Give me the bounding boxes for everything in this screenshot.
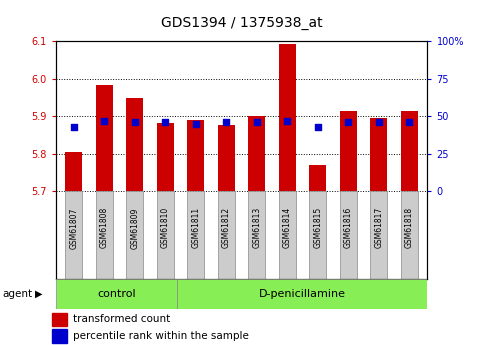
Text: GDS1394 / 1375938_at: GDS1394 / 1375938_at [161, 16, 322, 30]
FancyBboxPatch shape [279, 191, 296, 279]
Text: transformed count: transformed count [73, 315, 170, 324]
Bar [157, 123, 174, 191]
Point [192, 121, 199, 127]
Bar [370, 118, 387, 191]
FancyBboxPatch shape [370, 191, 387, 279]
FancyBboxPatch shape [157, 191, 174, 279]
Text: GSM61809: GSM61809 [130, 207, 139, 249]
Text: ▶: ▶ [35, 289, 43, 299]
FancyBboxPatch shape [177, 279, 427, 309]
Text: percentile rank within the sample: percentile rank within the sample [73, 331, 249, 341]
Point [131, 120, 139, 125]
Point [375, 120, 383, 125]
FancyBboxPatch shape [96, 191, 113, 279]
Point [70, 124, 78, 130]
FancyBboxPatch shape [218, 191, 235, 279]
Point [222, 120, 230, 125]
Text: control: control [97, 289, 136, 299]
Point [100, 118, 108, 124]
Bar [187, 120, 204, 191]
Text: agent: agent [2, 289, 32, 299]
Bar [96, 85, 113, 191]
FancyBboxPatch shape [127, 191, 143, 279]
Point [344, 120, 352, 125]
FancyBboxPatch shape [309, 191, 326, 279]
Bar [66, 152, 82, 191]
Text: GSM61816: GSM61816 [344, 207, 353, 248]
Point [314, 124, 322, 130]
Point [161, 120, 169, 125]
Point [253, 120, 261, 125]
Text: GSM61814: GSM61814 [283, 207, 292, 248]
Text: GSM61810: GSM61810 [161, 207, 170, 248]
Text: GSM61815: GSM61815 [313, 207, 322, 248]
Text: GSM61818: GSM61818 [405, 207, 413, 248]
Text: GSM61807: GSM61807 [70, 207, 78, 249]
Bar [52, 313, 67, 326]
Text: GSM61808: GSM61808 [100, 207, 109, 248]
FancyBboxPatch shape [66, 191, 82, 279]
Text: GSM61817: GSM61817 [374, 207, 383, 248]
Bar [52, 329, 67, 343]
Point [284, 118, 291, 124]
Text: GSM61813: GSM61813 [252, 207, 261, 248]
FancyBboxPatch shape [401, 191, 417, 279]
FancyBboxPatch shape [56, 279, 177, 309]
FancyBboxPatch shape [187, 191, 204, 279]
Point [405, 120, 413, 125]
Bar [340, 111, 356, 191]
FancyBboxPatch shape [340, 191, 356, 279]
Bar [248, 116, 265, 191]
Text: GSM61811: GSM61811 [191, 207, 200, 248]
Text: D-penicillamine: D-penicillamine [259, 289, 346, 299]
Bar [401, 111, 417, 191]
Bar [279, 45, 296, 191]
Text: GSM61812: GSM61812 [222, 207, 231, 248]
Bar [309, 165, 326, 191]
Bar [218, 125, 235, 191]
FancyBboxPatch shape [248, 191, 265, 279]
Bar [127, 98, 143, 191]
